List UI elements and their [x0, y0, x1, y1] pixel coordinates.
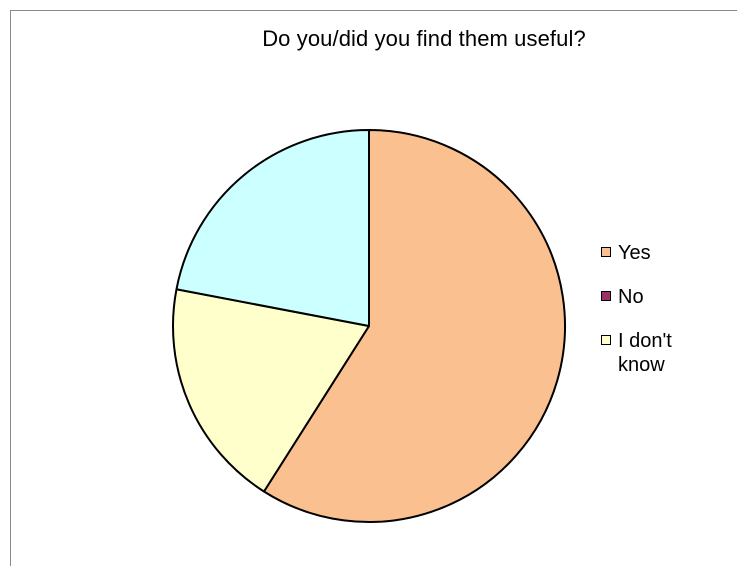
legend-label-yes: Yes [618, 242, 651, 264]
legend-swatch-yes [601, 247, 611, 257]
pie-slice-unlabeled-3 [175, 129, 370, 327]
legend-label-no: No [618, 286, 644, 308]
legend-item-no: No [601, 285, 711, 309]
legend-label-i-dont-know: I don't know [618, 330, 672, 376]
legend-swatch-no [601, 291, 611, 301]
chart-title: Do you/did you find them useful? [262, 26, 586, 51]
legend-item-i-dont-know: I don't know [601, 329, 711, 377]
legend-swatch-i-dont-know [601, 335, 611, 345]
pie-slice-i-don-t-know [172, 288, 370, 493]
pie-slice-yes [262, 129, 566, 523]
legend-item-yes: Yes [601, 241, 711, 265]
legend: Yes No I don't know [601, 241, 711, 397]
